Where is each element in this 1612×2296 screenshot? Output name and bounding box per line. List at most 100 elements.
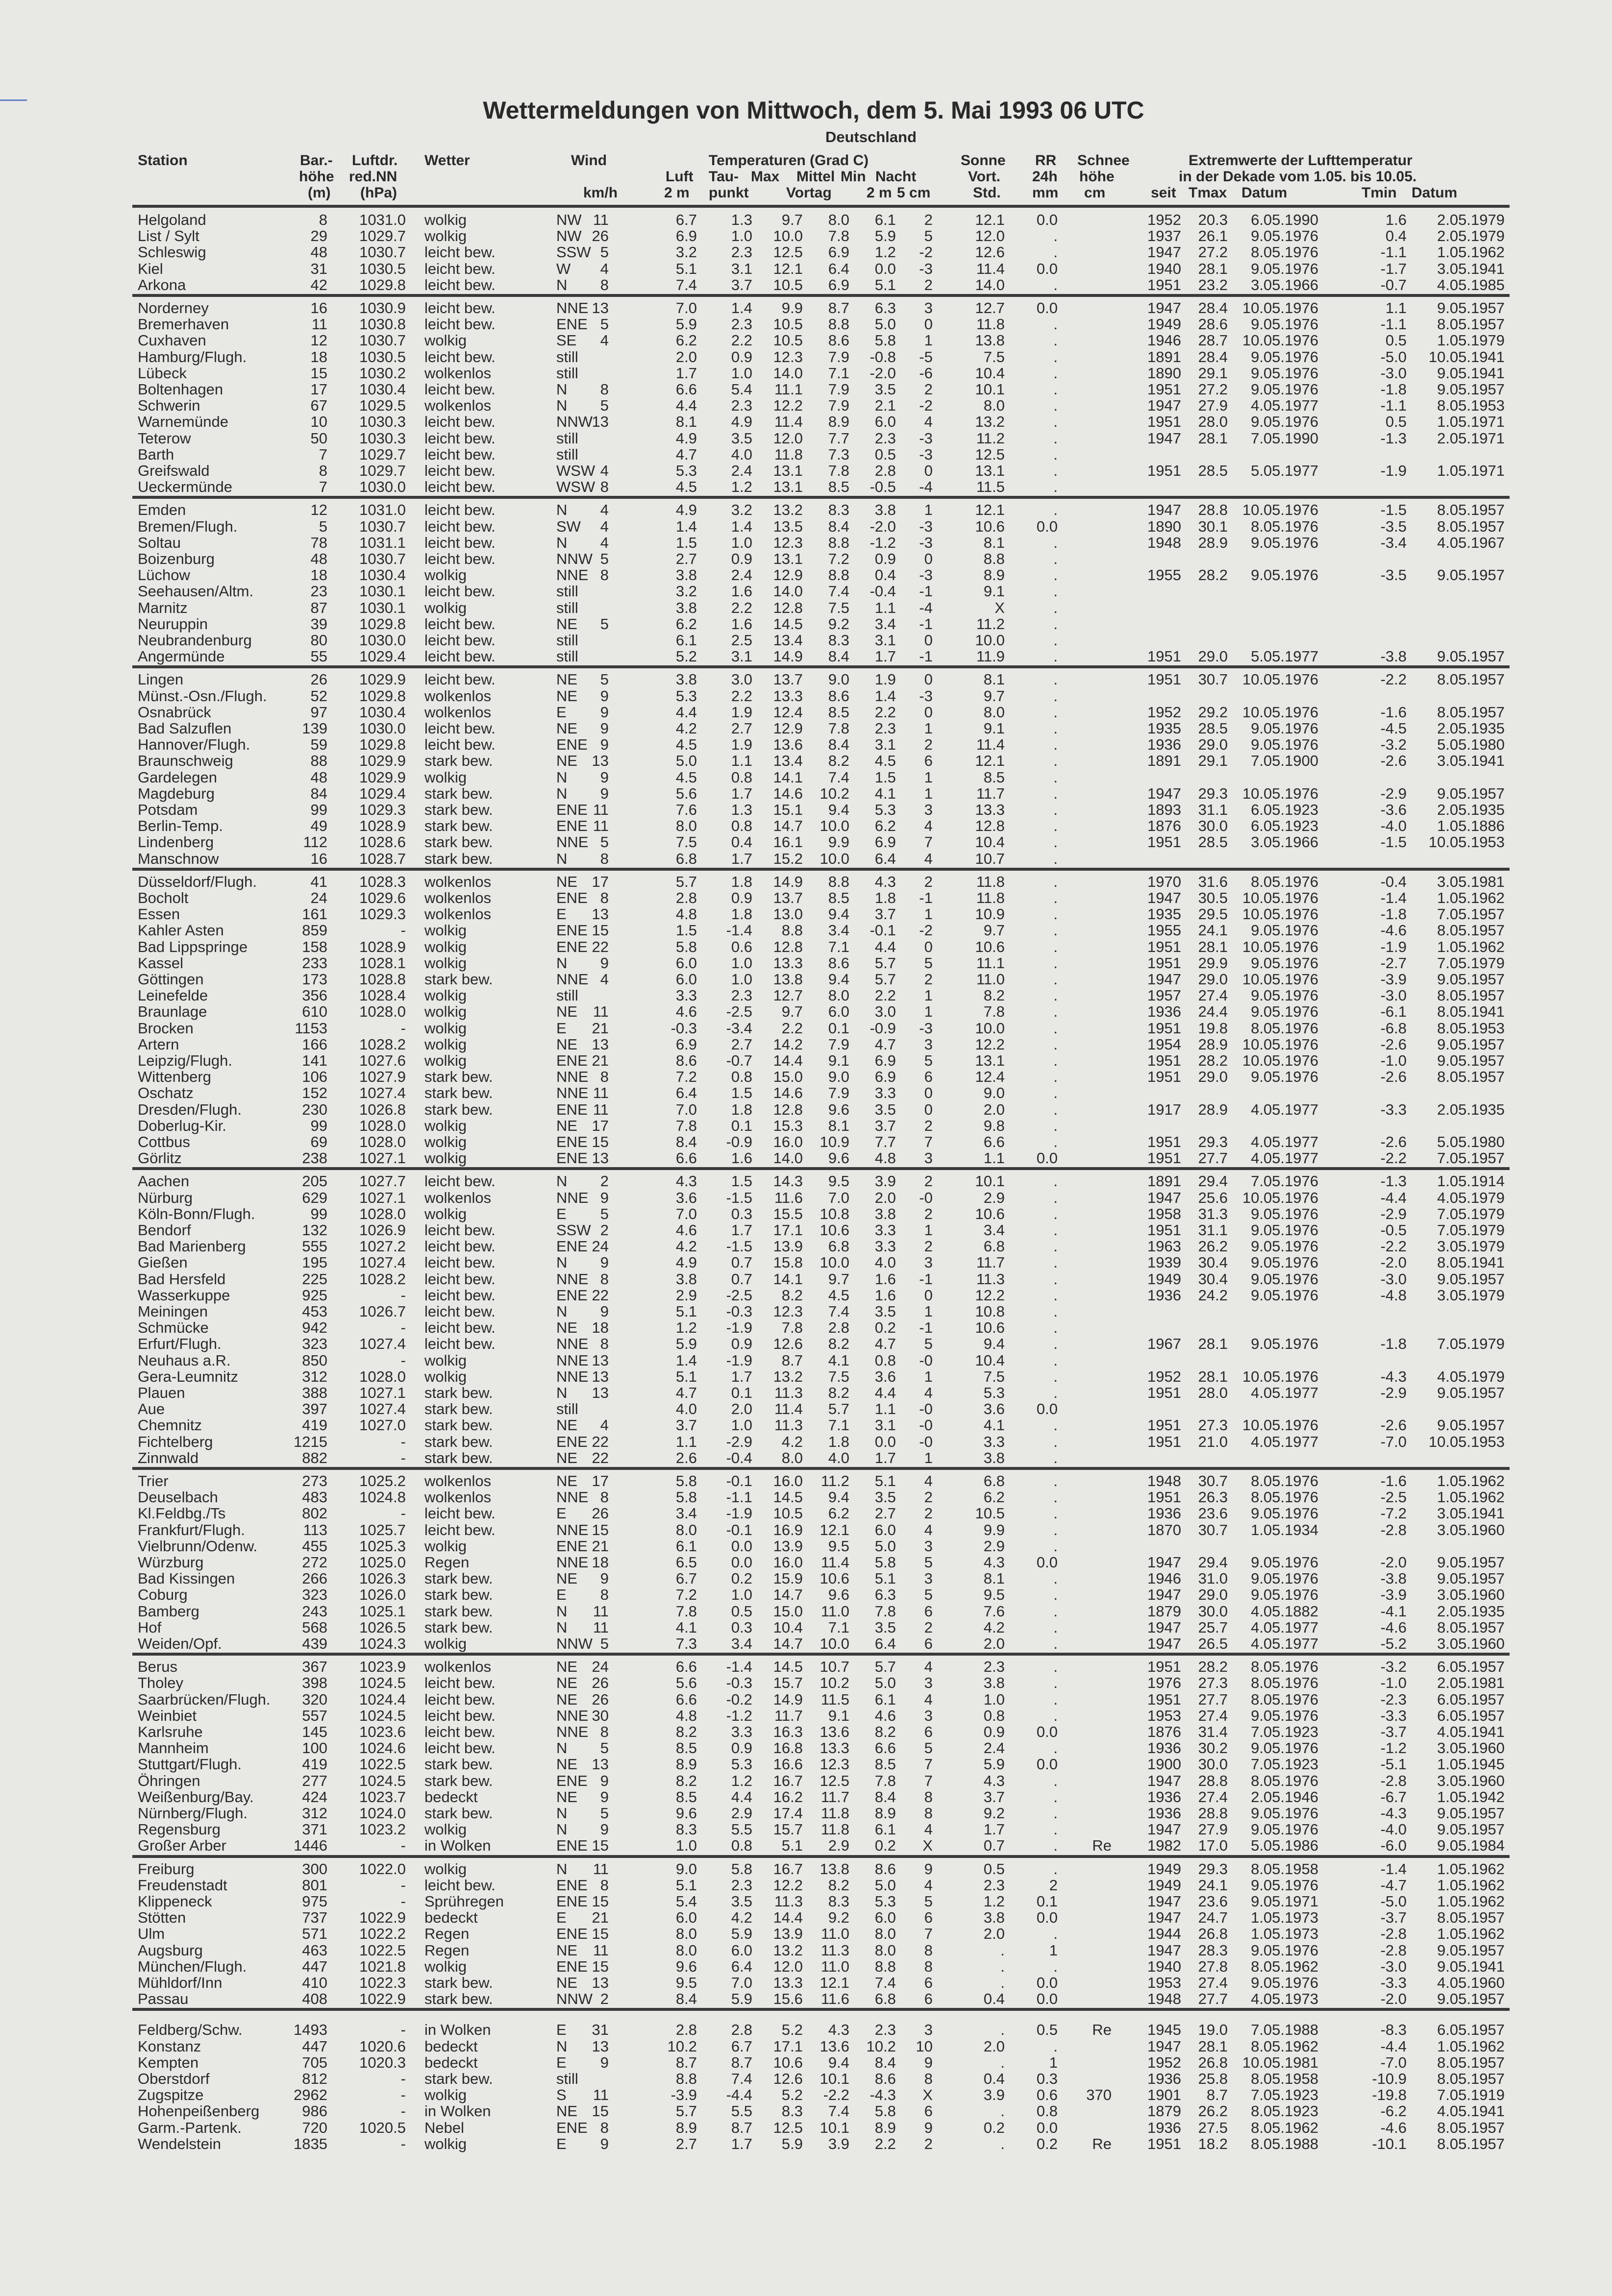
night-min-5cm: -0 [919,1400,933,1417]
max-temp: 13.9 [773,1538,803,1555]
air-temp: 8.4 [675,1990,697,2007]
wind-speed: 8 [600,1068,609,1085]
record-tmax-date: 8.05.1976 [1251,1658,1318,1675]
record-since: 1947 [1147,971,1181,988]
pressure: - [400,1505,406,1522]
pressure: 1030.8 [359,316,406,333]
pressure: 1026.9 [359,1221,406,1239]
snow-depth: Re [1092,2135,1112,2152]
barometer-height: 99 [310,801,327,818]
min-temp: 5.7 [874,1658,896,1675]
min-temp: 1.1 [874,599,896,616]
record-tmin: -4.5 [1380,720,1407,737]
wind-direction: NNE [556,1554,589,1571]
min-temp: 3.8 [874,1205,896,1222]
record-tmin: -1.6 [1380,704,1407,721]
record-tmin-date: 8.05.1957 [1437,987,1505,1004]
min-temp: 8.4 [874,2054,896,2071]
precipitation: . [1053,736,1058,753]
record-tmax-date: 10.05.1976 [1242,1417,1318,1434]
dew-point: 2.0 [731,1400,752,1417]
max-temp: 14.0 [773,1149,803,1167]
wind-direction: E [556,1205,567,1222]
dew-point: 0.7 [731,1270,752,1288]
record-tmin: -5.0 [1380,348,1407,366]
barometer-height: 447 [302,1958,327,1975]
record-tmin-date: 2.05.1935 [1437,1101,1505,1118]
dew-point: 5.5 [731,1821,752,1838]
record-tmin-date: 2.05.1979 [1437,227,1505,244]
record-tmin: -3.4 [1380,534,1407,551]
barometer-height: 106 [302,1068,327,1085]
air-temp: 5.1 [675,1877,697,1894]
air-temp: 8.8 [675,2070,697,2087]
barometer-height: 132 [302,1221,327,1239]
max-temp: 7.8 [781,1319,803,1336]
record-tmin: -2.6 [1380,1036,1407,1053]
pressure: - [400,2086,406,2103]
barometer-height: 705 [302,2054,327,2071]
air-temp: 6.0 [675,954,697,972]
sunshine: 2.4 [983,1739,1005,1757]
record-tmin: -2.8 [1380,1925,1407,1942]
precipitation: 0.0 [1036,1149,1058,1167]
wind-direction: N [556,397,568,414]
pressure: 1026.5 [359,1619,406,1636]
dew-point: 5.9 [731,1925,752,1942]
pressure: 1030.0 [359,720,406,737]
night-min-5cm: 1 [924,332,933,349]
wind-speed: 2 [600,1221,609,1239]
wind-speed: 8 [600,381,609,398]
record-tmin: -8.3 [1380,2021,1407,2038]
precipitation: . [1053,599,1058,616]
air-temp: 2.8 [675,889,697,906]
pressure: 1022.9 [359,1990,406,2007]
precipitation: . [1053,1674,1058,1691]
min-temp: 3.1 [874,1417,896,1434]
night-min-5cm: 4 [924,1877,933,1894]
dew-point: 0.1 [731,1117,752,1134]
weather: wolkenlos [424,1189,492,1206]
dew-point: -1.4 [726,922,752,939]
record-tmax: 26.2 [1198,2102,1228,2120]
max-temp: 2.2 [781,1020,803,1037]
mean-temp: 9.5 [828,1172,849,1190]
station-name: Lingen [138,671,184,688]
record-tmin: 1.1 [1385,299,1407,317]
record-tmax: 27.2 [1198,381,1228,398]
record-tmax-date: 8.05.1958 [1251,1860,1318,1878]
header-extreme-1: Extremwerte der Lufttemperatur [1189,152,1413,169]
weather: leicht bew. [424,462,496,479]
station-name: Mannheim [138,1739,209,1757]
mean-temp: 7.1 [828,1417,849,1434]
record-tmax-date: 8.05.1976 [1251,1772,1318,1789]
dew-point: 2.3 [731,987,752,1004]
record-tmax-date: 10.05.1976 [1242,971,1318,988]
record-tmax-date: 9.05.1976 [1251,720,1318,737]
record-tmin: -0.5 [1380,1221,1407,1239]
max-temp: 14.6 [773,1084,803,1101]
barometer-height: 48 [310,769,327,786]
max-temp: 12.8 [773,938,803,955]
record-tmax: 21.0 [1198,1433,1228,1450]
record-tmax: 23.6 [1198,1893,1228,1910]
mean-temp: 10.2 [819,785,849,802]
min-temp: 3.3 [874,1084,896,1101]
min-temp: 5.0 [874,1877,896,1894]
wind-direction: still [556,348,578,366]
record-tmin: -2.7 [1380,954,1407,972]
mean-temp: 6.2 [828,1505,849,1522]
min-temp: 1.6 [874,1287,896,1304]
barometer-height: 55 [310,648,327,665]
record-tmin: -5.0 [1380,1893,1407,1910]
dew-point: 1.6 [731,1149,752,1167]
precipitation: 0.0 [1036,211,1058,228]
station-name: Coburg [138,1586,188,1603]
pressure: 1022.0 [359,1860,406,1878]
header-nacht-2: 5 cm [897,185,931,201]
weather: stark bew. [424,801,493,818]
wind-direction: still [556,987,578,1004]
max-temp: 12.9 [773,566,803,584]
max-temp: 13.1 [773,462,803,479]
night-min-5cm: 2 [924,873,933,890]
